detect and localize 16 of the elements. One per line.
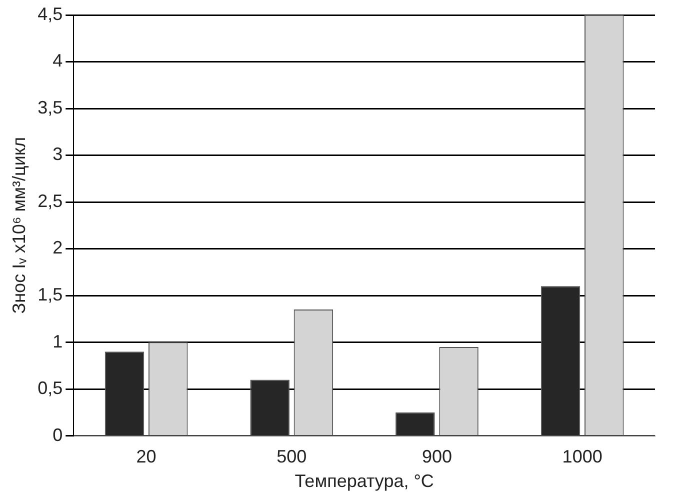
y-tick-label: 1 — [52, 331, 63, 352]
x-tick-label: 900 — [422, 446, 452, 467]
y-tick-label: 3 — [52, 144, 63, 164]
y-tick-label: 0 — [52, 424, 63, 445]
x-tick-label: 20 — [136, 446, 156, 467]
y-tick-label: 1,5 — [38, 284, 63, 304]
y-tick-label: 2,5 — [38, 190, 63, 211]
x-axis-title: Температура, °C — [294, 471, 434, 492]
y-tick-label: 4,5 — [38, 4, 63, 24]
y-tick-label: 2 — [52, 238, 63, 258]
y-tick-label: 0,5 — [38, 378, 63, 398]
y-axis-title: Знос Iᵥ x10⁶ мм³/цикл — [8, 137, 29, 314]
y-tick-label: 3,5 — [38, 97, 63, 118]
y-tick-label: 4 — [52, 50, 63, 71]
x-tick-label: 1000 — [562, 446, 602, 467]
x-tick-label: 500 — [276, 446, 307, 467]
